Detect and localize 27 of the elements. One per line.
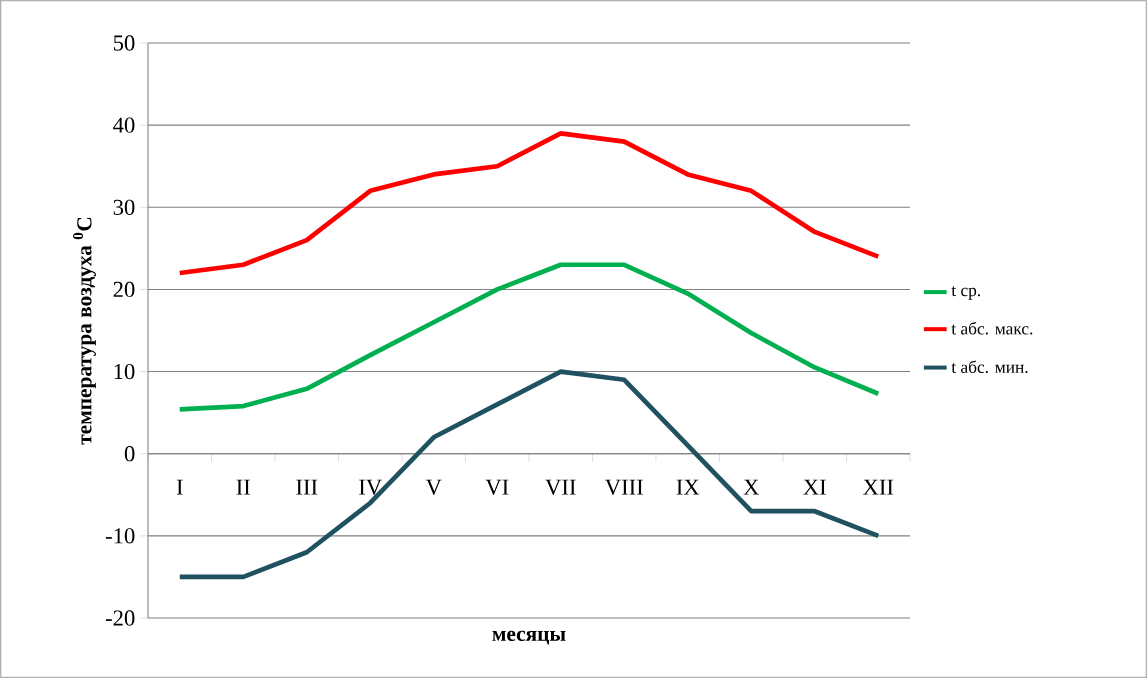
x-tick-label: XI: [803, 479, 826, 495]
x-tick-label: VII: [545, 479, 576, 495]
legend-label: t ср.: [951, 286, 981, 300]
line-series: [177, 131, 881, 276]
x-tick-label: III: [296, 479, 318, 495]
y-tick-label: 30: [113, 199, 135, 215]
x-tick-label: II: [236, 479, 251, 495]
y-tick-label: -10: [105, 528, 135, 544]
legend-label: t абс. мин.: [951, 360, 1028, 374]
y-axis-title: температура воздуха $^{0}$C: [73, 217, 96, 445]
legend-label: t абс. макс.: [951, 321, 1033, 335]
line-series: [177, 262, 881, 412]
x-tick-label: IV: [359, 479, 382, 495]
y-tick-label: 20: [113, 281, 135, 298]
x-axis-title: месяцы: [492, 630, 566, 645]
y-tick-label: 10: [114, 363, 135, 380]
x-tick-label: X: [743, 479, 760, 495]
x-tick-label: I: [176, 479, 183, 495]
y-tick-label: 50: [113, 35, 135, 51]
y-tick-label: 40: [113, 117, 135, 133]
y-tick-label: -20: [105, 610, 135, 626]
x-tick-label: VIII: [605, 479, 643, 495]
x-tick-label: VI: [485, 479, 509, 495]
x-tick-label: XII: [863, 479, 894, 495]
y-tick-label: 0: [124, 446, 135, 462]
x-tick-label: V: [425, 479, 442, 495]
x-tick-label: IX: [676, 479, 700, 495]
